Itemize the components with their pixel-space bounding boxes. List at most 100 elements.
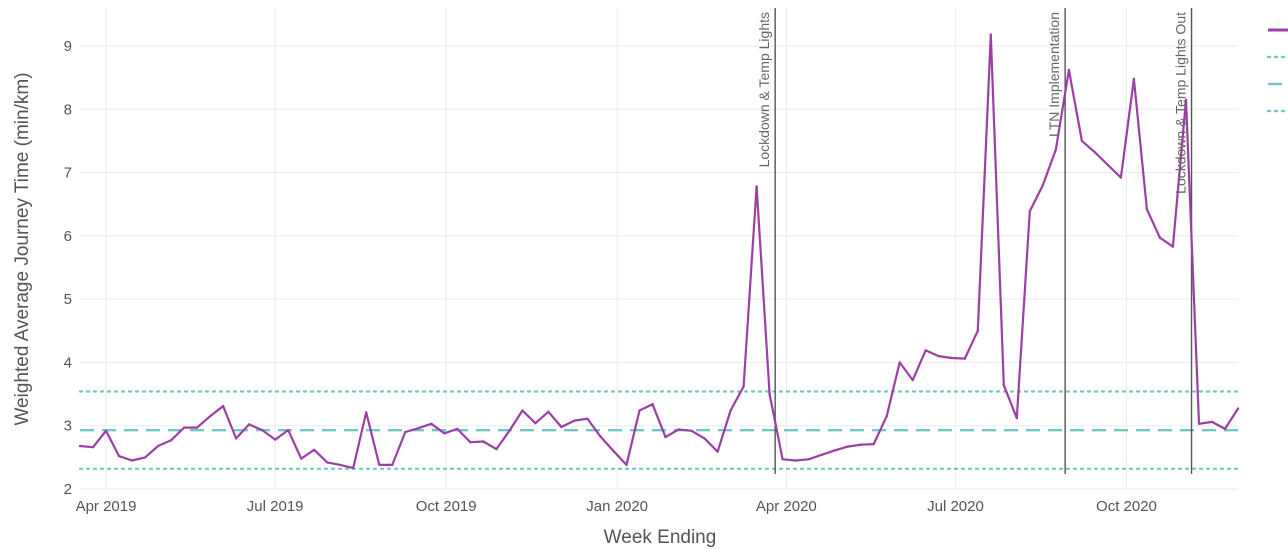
data-point[interactable] (599, 435, 602, 438)
data-point[interactable] (1119, 176, 1123, 179)
data-point[interactable] (677, 428, 680, 431)
y-tick-label: 7 (64, 165, 72, 182)
data-point[interactable] (1093, 151, 1097, 154)
data-point[interactable] (208, 415, 212, 418)
data-point[interactable] (1197, 422, 1201, 425)
y-tick-label: 2 (64, 481, 72, 498)
data-point[interactable] (104, 429, 108, 432)
data-point[interactable] (352, 466, 355, 470)
data-point[interactable] (729, 409, 732, 412)
data-point[interactable] (898, 361, 901, 364)
data-point[interactable] (638, 409, 641, 412)
data-point[interactable] (937, 354, 940, 358)
annotation-labels: Lockdown & Temp Lights LTN Implementation… (756, 12, 1188, 194)
data-point[interactable] (508, 429, 511, 432)
data-point[interactable] (703, 437, 706, 440)
data-point[interactable] (1041, 184, 1045, 187)
data-point[interactable] (182, 426, 186, 429)
data-point[interactable] (1184, 98, 1188, 102)
data-point[interactable] (586, 417, 589, 420)
legend[interactable] (1266, 28, 1288, 113)
data-point[interactable] (976, 329, 979, 332)
data-point[interactable] (1080, 139, 1084, 143)
data-point[interactable] (1223, 427, 1227, 431)
data-point[interactable] (234, 437, 238, 440)
data-point[interactable] (690, 429, 693, 432)
data-point[interactable] (339, 463, 342, 467)
data-point[interactable] (612, 449, 615, 453)
data-point[interactable] (1028, 210, 1032, 213)
data-point[interactable] (1002, 384, 1005, 387)
data-point[interactable] (169, 439, 173, 442)
journey-time-series-line[interactable] (79, 33, 1239, 470)
data-point[interactable] (1106, 163, 1110, 167)
data-point[interactable] (313, 448, 316, 451)
data-point[interactable] (221, 404, 225, 408)
data-point[interactable] (195, 426, 199, 429)
data-point[interactable] (1067, 68, 1071, 72)
data-point[interactable] (794, 459, 797, 462)
data-point[interactable] (573, 419, 576, 422)
data-point[interactable] (130, 459, 134, 462)
data-point[interactable] (807, 458, 810, 461)
x-axis-title: Week Ending (604, 527, 717, 548)
data-point[interactable] (989, 33, 992, 36)
data-point[interactable] (872, 442, 875, 446)
data-point[interactable] (534, 422, 537, 425)
data-point[interactable] (820, 453, 823, 456)
data-point[interactable] (456, 427, 459, 431)
data-point[interactable] (404, 430, 407, 434)
data-point[interactable] (781, 458, 784, 461)
data-point[interactable] (1145, 208, 1149, 211)
data-point[interactable] (91, 446, 95, 449)
data-point[interactable] (859, 443, 862, 446)
data-point[interactable] (1158, 236, 1162, 239)
data-point[interactable] (1236, 407, 1240, 410)
data-point[interactable] (924, 349, 927, 352)
data-point[interactable] (1015, 416, 1018, 420)
data-point[interactable] (300, 457, 303, 460)
data-point[interactable] (417, 427, 420, 430)
data-point[interactable] (560, 425, 563, 429)
data-point[interactable] (1132, 77, 1136, 81)
data-point[interactable] (247, 423, 251, 426)
data-point[interactable] (1171, 245, 1175, 248)
data-point[interactable] (664, 435, 667, 439)
data-point[interactable] (833, 449, 836, 452)
data-point[interactable] (742, 385, 745, 388)
data-point[interactable] (261, 428, 264, 432)
data-point[interactable] (482, 440, 485, 443)
x-tick-label: Apr 2019 (76, 498, 137, 515)
data-point[interactable] (625, 463, 628, 467)
event-annotation-label: LTN Implementation (1046, 12, 1062, 137)
data-point[interactable] (326, 461, 329, 464)
data-point[interactable] (885, 415, 888, 418)
data-point[interactable] (1054, 148, 1058, 151)
data-point[interactable] (378, 463, 381, 467)
series-layer (78, 33, 1240, 470)
data-point[interactable] (365, 411, 368, 414)
data-point[interactable] (78, 444, 82, 448)
data-point[interactable] (521, 409, 524, 412)
data-point[interactable] (755, 185, 758, 188)
data-point[interactable] (911, 378, 914, 382)
data-point[interactable] (274, 438, 277, 441)
x-tick-labels: Apr 2019 Jul 2019 Oct 2019 Jan 2020 Apr 2020… (76, 498, 1157, 515)
data-point[interactable] (768, 392, 771, 396)
data-point[interactable] (117, 454, 121, 458)
data-point[interactable] (143, 456, 147, 459)
data-point[interactable] (963, 357, 966, 360)
data-point[interactable] (1210, 420, 1214, 424)
data-point[interactable] (430, 422, 433, 425)
data-point[interactable] (443, 432, 446, 435)
data-point[interactable] (716, 450, 719, 453)
data-point[interactable] (547, 410, 550, 413)
data-point[interactable] (469, 441, 472, 444)
data-point[interactable] (846, 445, 849, 448)
data-point[interactable] (651, 403, 654, 406)
data-point[interactable] (156, 444, 160, 448)
data-point[interactable] (495, 447, 498, 451)
data-point[interactable] (287, 428, 290, 432)
data-point[interactable] (950, 356, 953, 360)
data-point[interactable] (391, 463, 394, 467)
